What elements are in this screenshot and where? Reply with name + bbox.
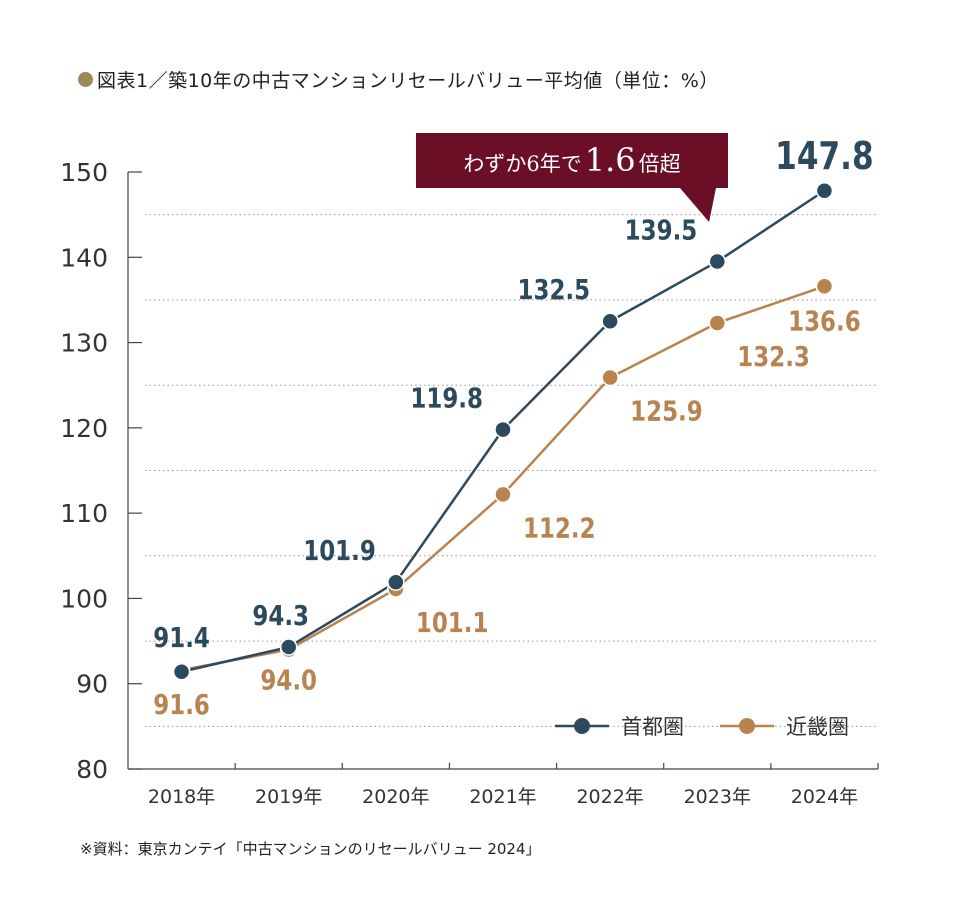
y-tick-label: 130: [60, 329, 108, 358]
legend-marker: [574, 718, 590, 734]
data-label: 147.8: [775, 135, 874, 179]
data-label: 119.8: [410, 382, 483, 415]
data-label: 91.6: [153, 689, 210, 722]
data-label: 101.9: [303, 535, 376, 568]
legend-label: 首都圏: [621, 715, 684, 739]
data-point: [708, 252, 727, 271]
data-label: 125.9: [630, 395, 703, 428]
y-tick-label: 110: [60, 499, 108, 528]
legend-marker: [739, 718, 755, 734]
data-label: 94.0: [260, 664, 317, 697]
y-tick-label: 120: [60, 414, 108, 443]
data-label: 139.5: [625, 214, 698, 247]
chart-title: 図表1／築10年の中古マンションリセールバリュー平均値（単位：%）: [78, 66, 719, 93]
data-label: 132.5: [518, 274, 591, 307]
data-label: 91.4: [153, 622, 210, 655]
data-point: [279, 638, 298, 656]
data-label: 101.1: [416, 607, 489, 640]
source-note: ※資料：東京カンテイ「中古マンションのリセールバリュー 2024」: [80, 840, 541, 858]
x-tick-label: 2018年: [148, 786, 215, 808]
data-point: [815, 182, 834, 200]
data-point: [172, 663, 191, 681]
data-label: 94.3: [252, 600, 309, 633]
data-label: 132.3: [737, 341, 810, 374]
data-point: [708, 314, 727, 332]
legend-label: 近畿圏: [786, 715, 849, 739]
x-tick-label: 2019年: [255, 786, 322, 808]
data-point: [601, 368, 619, 387]
data-point: [494, 485, 512, 504]
y-tick-label: 80: [76, 755, 108, 784]
y-tick-label: 100: [60, 584, 108, 613]
y-tick-label: 150: [60, 158, 108, 187]
chart-title-text: 図表1／築10年の中古マンションリセールバリュー平均値（単位：%）: [97, 70, 719, 92]
x-tick-label: 2020年: [362, 786, 429, 808]
data-point: [601, 312, 619, 330]
y-tick-label: 140: [60, 243, 108, 272]
title-bullet-icon: [78, 72, 93, 87]
callout-value: 1.6: [584, 141, 636, 179]
callout-prefix: わずか6年で: [463, 152, 582, 176]
x-tick-label: 2022年: [576, 786, 643, 808]
x-tick-label: 2021年: [469, 786, 536, 808]
data-point: [387, 573, 405, 591]
data-point: [494, 420, 512, 439]
data-label: 112.2: [523, 512, 596, 545]
y-tick-label: 90: [76, 670, 108, 699]
data-label: 136.6: [788, 305, 861, 338]
x-tick-label: 2024年: [791, 786, 858, 808]
data-point: [815, 277, 834, 296]
callout-box: わずか6年で 1.6 倍超: [416, 133, 728, 188]
x-tick-label: 2023年: [684, 786, 751, 808]
callout-suffix: 倍超: [638, 152, 681, 176]
